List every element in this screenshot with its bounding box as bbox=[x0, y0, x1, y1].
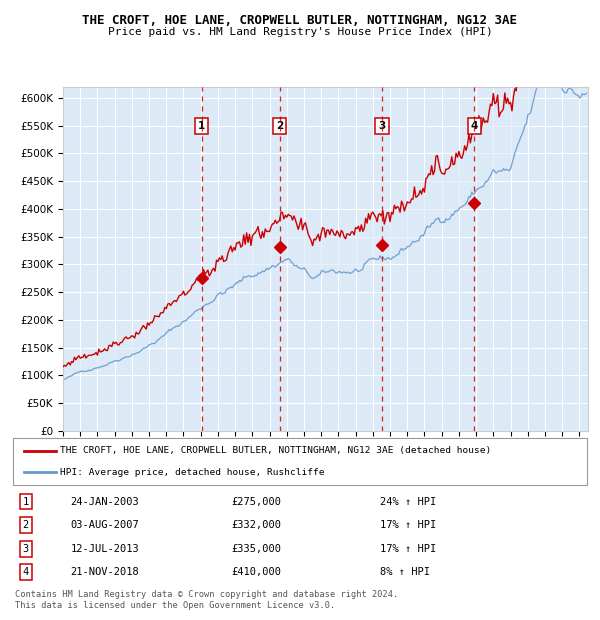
Text: THE CROFT, HOE LANE, CROPWELL BUTLER, NOTTINGHAM, NG12 3AE (detached house): THE CROFT, HOE LANE, CROPWELL BUTLER, NO… bbox=[60, 446, 491, 456]
Text: £275,000: £275,000 bbox=[231, 497, 281, 507]
Text: 17% ↑ HPI: 17% ↑ HPI bbox=[380, 520, 437, 530]
Text: 2: 2 bbox=[23, 520, 29, 530]
Text: 4: 4 bbox=[471, 122, 478, 131]
Text: 21-NOV-2018: 21-NOV-2018 bbox=[71, 567, 139, 577]
Text: Price paid vs. HM Land Registry's House Price Index (HPI): Price paid vs. HM Land Registry's House … bbox=[107, 27, 493, 37]
Text: 8% ↑ HPI: 8% ↑ HPI bbox=[380, 567, 430, 577]
Text: 3: 3 bbox=[379, 122, 386, 131]
Text: 1: 1 bbox=[198, 122, 206, 131]
Text: £332,000: £332,000 bbox=[231, 520, 281, 530]
Text: 1: 1 bbox=[23, 497, 29, 507]
Text: £335,000: £335,000 bbox=[231, 544, 281, 554]
Text: Contains HM Land Registry data © Crown copyright and database right 2024.
This d: Contains HM Land Registry data © Crown c… bbox=[15, 590, 398, 609]
Text: 17% ↑ HPI: 17% ↑ HPI bbox=[380, 544, 437, 554]
Text: 12-JUL-2013: 12-JUL-2013 bbox=[71, 544, 139, 554]
Text: 03-AUG-2007: 03-AUG-2007 bbox=[71, 520, 139, 530]
Text: £410,000: £410,000 bbox=[231, 567, 281, 577]
Text: 3: 3 bbox=[23, 544, 29, 554]
Text: 24% ↑ HPI: 24% ↑ HPI bbox=[380, 497, 437, 507]
Text: HPI: Average price, detached house, Rushcliffe: HPI: Average price, detached house, Rush… bbox=[60, 467, 325, 477]
Text: 24-JAN-2003: 24-JAN-2003 bbox=[71, 497, 139, 507]
Text: THE CROFT, HOE LANE, CROPWELL BUTLER, NOTTINGHAM, NG12 3AE: THE CROFT, HOE LANE, CROPWELL BUTLER, NO… bbox=[83, 14, 517, 27]
Text: 2: 2 bbox=[276, 122, 283, 131]
Text: 4: 4 bbox=[23, 567, 29, 577]
